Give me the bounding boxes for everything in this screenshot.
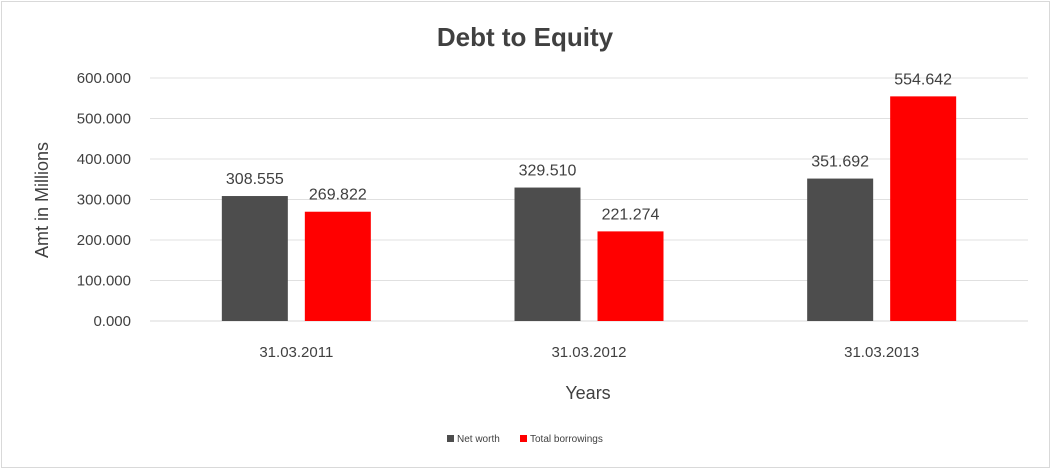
bar-total-borrowings [597, 231, 664, 321]
chart-title: Debt to Equity [437, 22, 614, 52]
y-tick-label: 200.000 [77, 232, 131, 249]
legend-swatch [520, 435, 527, 442]
y-tick-label: 0.000 [93, 313, 131, 330]
bar-total-borrowings [304, 211, 371, 321]
bar-net-worth [514, 187, 581, 321]
legend: Net worth Total borrowings [447, 434, 603, 445]
gridlines [150, 77, 1028, 322]
data-labels: 308.555 269.822 329.510 221.274 351.692 554.6… [226, 71, 952, 223]
data-label: 221.274 [602, 206, 660, 223]
bar-net-worth [807, 178, 874, 321]
bar-total-borrowings [890, 96, 957, 321]
data-label: 351.692 [811, 154, 869, 171]
legend-label: Net worth [457, 434, 500, 445]
y-tick-label: 300.000 [77, 192, 131, 209]
data-label: 269.822 [309, 187, 367, 204]
x-tick-label: 31.03.2011 [259, 344, 333, 361]
data-label: 329.510 [519, 163, 577, 180]
y-tick-label: 400.000 [77, 151, 131, 168]
x-tick-label: 31.03.2013 [844, 344, 919, 361]
legend-label: Total borrowings [530, 434, 603, 445]
bars [221, 96, 957, 321]
x-tick-labels: 31.03.2011 31.03.2012 31.03.2013 [259, 344, 919, 361]
y-tick-label: 600.000 [77, 70, 131, 87]
x-tick-label: 31.03.2012 [551, 344, 626, 361]
bar-net-worth [221, 196, 288, 321]
x-axis-title: Years [565, 383, 610, 403]
y-tick-label: 100.000 [77, 273, 131, 290]
legend-swatch [447, 435, 454, 442]
y-tick-labels: 0.000 100.000 200.000 300.000 400.000 500.000… [77, 70, 131, 330]
data-label: 308.555 [226, 171, 284, 188]
y-tick-label: 500.000 [77, 111, 131, 128]
y-axis-title: Amt in Millions [32, 142, 52, 258]
data-label: 554.642 [894, 71, 952, 88]
